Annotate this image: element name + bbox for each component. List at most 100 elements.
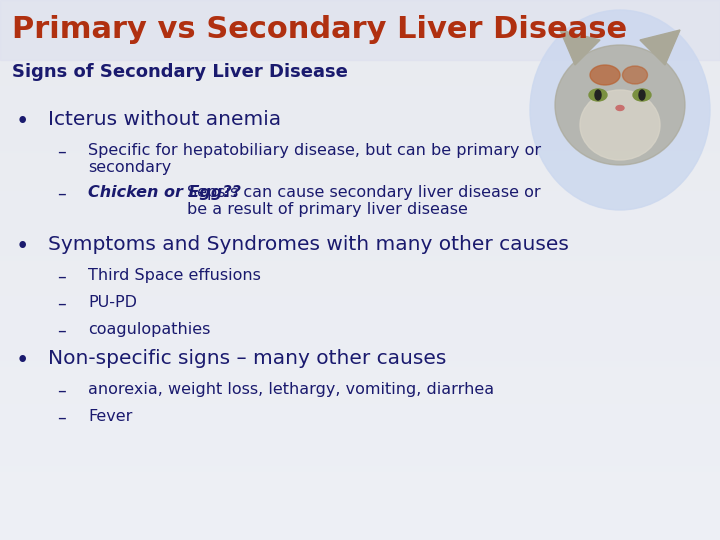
Bar — [0, 278, 720, 281]
Bar — [0, 500, 720, 502]
Bar — [0, 219, 720, 221]
Bar — [0, 432, 720, 435]
Bar — [0, 170, 720, 173]
Bar — [0, 227, 720, 229]
Bar — [0, 359, 720, 362]
Bar — [0, 73, 720, 76]
Bar — [0, 189, 720, 192]
Bar — [0, 251, 720, 254]
Bar — [0, 24, 720, 27]
Bar — [0, 410, 720, 413]
Bar — [0, 111, 720, 113]
Bar — [0, 389, 720, 392]
Bar — [0, 297, 720, 300]
Bar — [0, 418, 720, 421]
Bar — [0, 464, 720, 467]
Bar — [0, 505, 720, 508]
Bar — [0, 165, 720, 167]
Bar — [0, 248, 720, 251]
Bar — [0, 130, 720, 132]
Bar — [0, 146, 720, 148]
Bar — [0, 81, 720, 84]
Bar — [0, 273, 720, 275]
Bar — [0, 486, 720, 489]
Bar — [0, 108, 720, 111]
Bar — [0, 119, 720, 122]
Bar — [0, 338, 720, 340]
Text: anorexia, weight loss, lethargy, vomiting, diarrhea: anorexia, weight loss, lethargy, vomitin… — [88, 382, 494, 397]
Bar — [0, 84, 720, 86]
Ellipse shape — [580, 90, 660, 160]
Bar — [0, 0, 720, 60]
Bar — [0, 59, 720, 62]
Bar — [0, 167, 720, 170]
Bar — [0, 286, 720, 289]
Bar — [0, 176, 720, 178]
Bar — [0, 416, 720, 418]
Bar — [0, 508, 720, 510]
Bar — [0, 159, 720, 162]
Bar — [0, 532, 720, 535]
Bar — [0, 481, 720, 483]
Bar — [0, 324, 720, 327]
Bar — [0, 57, 720, 59]
Bar — [0, 313, 720, 316]
Bar — [0, 516, 720, 518]
Bar — [0, 105, 720, 108]
Ellipse shape — [590, 65, 620, 85]
Bar — [0, 235, 720, 238]
Bar — [0, 270, 720, 273]
Bar — [0, 310, 720, 313]
Bar — [0, 518, 720, 521]
Bar — [0, 284, 720, 286]
Bar — [0, 316, 720, 319]
Bar — [0, 40, 720, 43]
Bar — [0, 537, 720, 540]
Bar — [0, 429, 720, 432]
Bar — [0, 94, 720, 97]
Bar — [0, 300, 720, 302]
Bar — [0, 281, 720, 284]
Bar — [0, 89, 720, 92]
Bar — [0, 405, 720, 408]
Bar — [0, 200, 720, 202]
Bar — [0, 354, 720, 356]
Bar — [0, 65, 720, 68]
Bar — [0, 238, 720, 240]
Text: Sepsis can cause secondary liver disease or
be a result of primary liver disease: Sepsis can cause secondary liver disease… — [187, 185, 541, 218]
Bar — [0, 381, 720, 383]
Bar — [0, 246, 720, 248]
Text: PU-PD: PU-PD — [88, 295, 137, 310]
Bar — [0, 386, 720, 389]
Text: •: • — [15, 349, 29, 372]
Bar — [0, 483, 720, 486]
Bar — [0, 319, 720, 321]
Bar — [0, 356, 720, 359]
Bar — [0, 192, 720, 194]
Bar — [0, 184, 720, 186]
Bar — [0, 529, 720, 532]
Bar — [0, 216, 720, 219]
Bar — [0, 308, 720, 310]
Bar — [0, 49, 720, 51]
Bar — [0, 181, 720, 184]
Bar — [0, 459, 720, 462]
Bar — [0, 521, 720, 524]
Bar — [0, 302, 720, 305]
Ellipse shape — [616, 105, 624, 111]
Bar — [0, 148, 720, 151]
Bar — [0, 151, 720, 154]
Bar — [0, 132, 720, 135]
Text: –: – — [58, 409, 66, 427]
Bar — [0, 367, 720, 370]
Bar — [0, 329, 720, 332]
Bar — [0, 472, 720, 475]
Bar — [0, 116, 720, 119]
Bar — [0, 526, 720, 529]
Text: Chicken or Egg??: Chicken or Egg?? — [88, 185, 241, 200]
Bar — [0, 127, 720, 130]
Bar — [0, 305, 720, 308]
Bar — [0, 502, 720, 505]
Bar — [0, 186, 720, 189]
Ellipse shape — [595, 90, 601, 100]
